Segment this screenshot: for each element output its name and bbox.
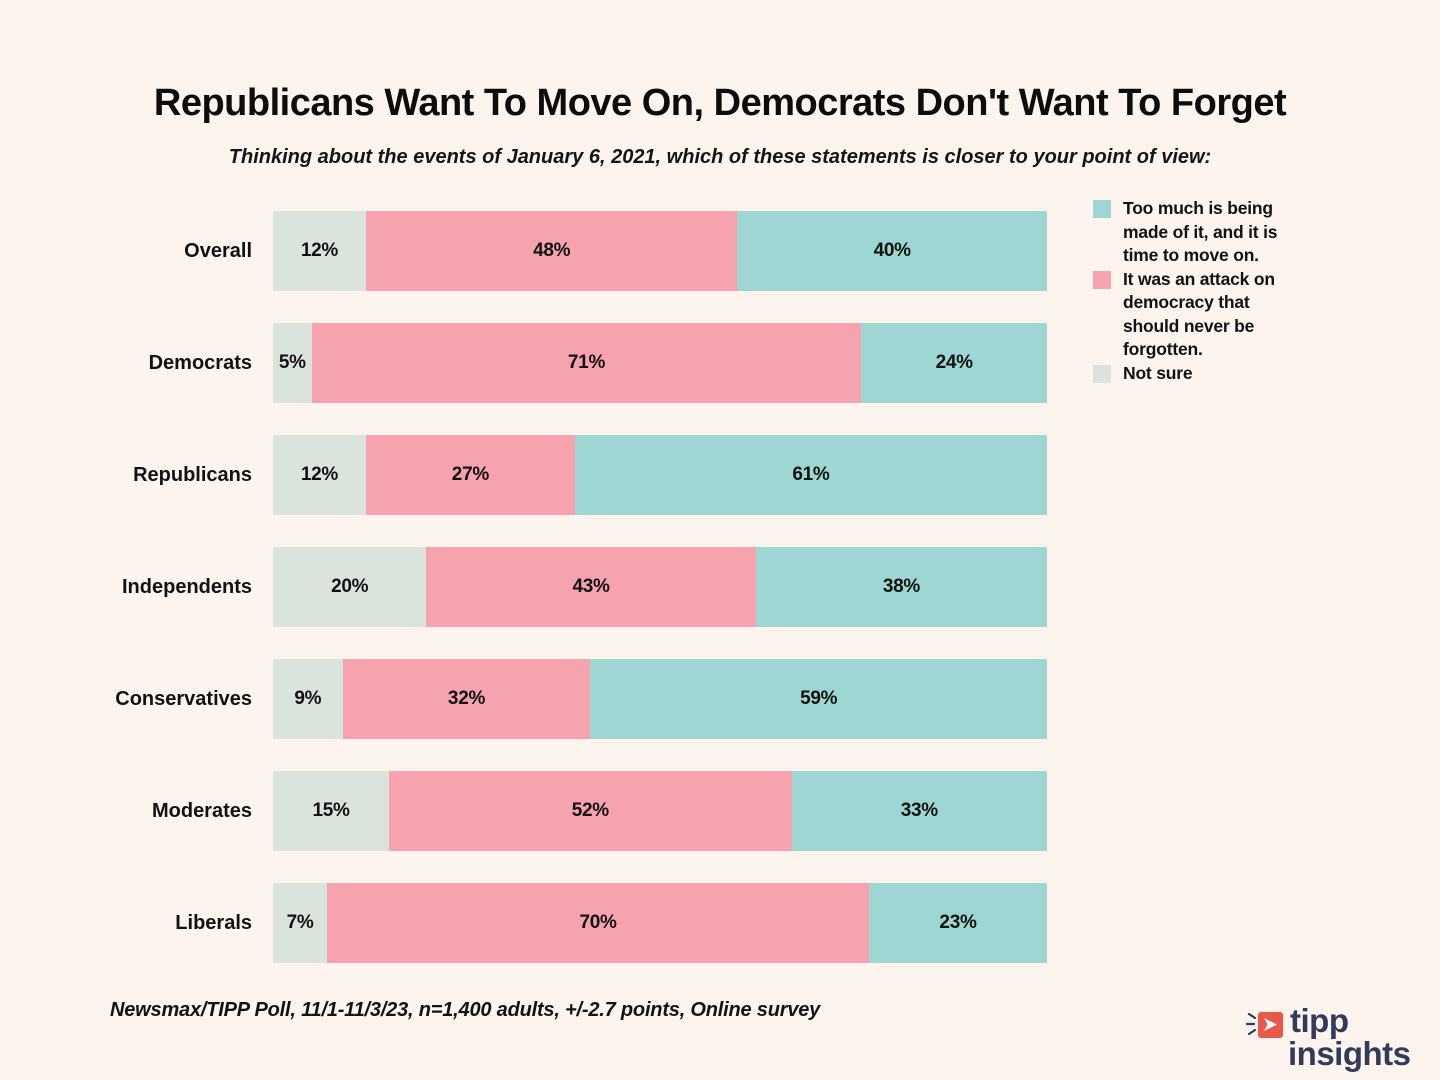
bar-track: 9% 32% 59% xyxy=(273,659,1047,739)
bar-track: 5% 71% 24% xyxy=(273,323,1048,403)
row-label: Conservatives xyxy=(115,687,252,710)
bars: Overall 12% 48% 40% Democrats 5% 71% 24% Republi… xyxy=(0,211,1048,995)
bar-row: Conservatives 9% 32% 59% xyxy=(0,659,1047,739)
segment-value: 24% xyxy=(935,352,973,373)
page-title: Republicans Want To Move On, Democrats D… xyxy=(153,82,1287,124)
source-note: Newsmax/TIPP Poll, 11/1-11/3/23, n=1,400… xyxy=(110,999,821,1021)
segment-value: 33% xyxy=(900,800,938,821)
bar-segment-not_sure: 5% xyxy=(273,323,312,403)
legend-label: It was an attack on democracy that shoul… xyxy=(1123,268,1275,360)
row-label: Democrats xyxy=(148,351,252,374)
segment-value: 43% xyxy=(572,576,610,597)
legend: Too much is being made of it, and it is … xyxy=(1093,197,1325,385)
segment-value: 20% xyxy=(331,576,369,597)
bar-row: Overall 12% 48% 40% xyxy=(0,211,1047,291)
segment-value: 52% xyxy=(571,800,609,821)
row-label: Independents xyxy=(121,575,252,598)
bar-segment-attack: 48% xyxy=(365,211,738,291)
segment-value: 70% xyxy=(579,912,617,933)
legend-label: Not sure xyxy=(1123,362,1193,383)
segment-value: 48% xyxy=(533,240,571,261)
row-label: Liberals xyxy=(175,911,252,934)
bar-segment-attack: 32% xyxy=(342,659,591,739)
bar-segment-not_sure: 12% xyxy=(273,435,366,515)
bar-segment-move_on: 38% xyxy=(755,547,1047,627)
segment-value: 38% xyxy=(882,576,920,597)
bar-segment-move_on: 33% xyxy=(791,771,1047,851)
legend-item-not_sure: Not sure xyxy=(1093,362,1325,386)
bar-row: Democrats 5% 71% 24% xyxy=(0,323,1048,403)
row-label: Republicans xyxy=(133,463,252,486)
brand-logo: tipp insights xyxy=(1246,1002,1411,1072)
chart-subtitle: Thinking about the events of January 6, … xyxy=(228,146,1212,168)
bar-segment-not_sure: 15% xyxy=(273,771,390,851)
bar-segment-attack: 27% xyxy=(365,435,575,515)
legend-item-move_on: Too much is being made of it, and it is … xyxy=(1093,197,1325,268)
segment-value: 40% xyxy=(873,240,911,261)
bar-track: 20% 43% 38% xyxy=(273,547,1047,627)
segment-value: 12% xyxy=(300,240,338,261)
segment-value: 23% xyxy=(939,912,977,933)
segment-value: 71% xyxy=(567,352,606,373)
segment-value: 15% xyxy=(312,800,350,821)
bar-segment-not_sure: 12% xyxy=(273,211,366,291)
segment-value: 12% xyxy=(300,464,338,485)
bar-track: 12% 27% 61% xyxy=(273,435,1047,515)
bar-row: Moderates 15% 52% 33% xyxy=(0,771,1047,851)
row-label: Overall xyxy=(184,239,252,262)
segment-value: 5% xyxy=(278,352,306,373)
bar-segment-not_sure: 9% xyxy=(273,659,343,739)
bar-segment-attack: 70% xyxy=(327,883,869,963)
segment-value: 7% xyxy=(286,912,314,933)
row-label: Moderates xyxy=(151,799,252,822)
bar-segment-not_sure: 20% xyxy=(273,547,427,627)
bar-segment-move_on: 59% xyxy=(590,659,1047,739)
bar-segment-move_on: 24% xyxy=(861,323,1048,403)
logo-word-insights: insights xyxy=(1288,1035,1411,1072)
segment-value: 59% xyxy=(800,688,838,709)
bar-row: Liberals 7% 70% 23% xyxy=(0,883,1047,963)
segment-value: 9% xyxy=(294,688,322,709)
megaphone-arrow-icon xyxy=(1246,1010,1286,1040)
legend-label: Too much is being made of it, and it is … xyxy=(1123,198,1278,265)
bar-track: 12% 48% 40% xyxy=(273,211,1047,291)
bar-segment-attack: 43% xyxy=(426,547,756,627)
logo-word-tipp: tipp xyxy=(1290,1002,1349,1039)
legend-swatch-attack xyxy=(1093,270,1111,289)
legend-item-attack: It was an attack on democracy that shoul… xyxy=(1093,268,1325,362)
bar-segment-attack: 71% xyxy=(311,323,862,403)
bar-segment-move_on: 61% xyxy=(574,435,1047,515)
bar-segment-not_sure: 7% xyxy=(273,883,328,963)
bar-segment-move_on: 40% xyxy=(737,211,1047,291)
bar-row: Independents 20% 43% 38% xyxy=(0,547,1047,627)
segment-value: 27% xyxy=(451,464,489,485)
bar-row: Republicans 12% 27% 61% xyxy=(0,435,1047,515)
segment-value: 32% xyxy=(447,688,486,709)
legend-swatch-not_sure xyxy=(1093,364,1111,383)
bar-segment-move_on: 23% xyxy=(868,883,1047,963)
legend-swatch-move_on xyxy=(1093,200,1111,218)
bar-track: 7% 70% 23% xyxy=(273,883,1047,963)
bar-segment-attack: 52% xyxy=(389,771,792,851)
bar-track: 15% 52% 33% xyxy=(273,771,1047,851)
segment-value: 61% xyxy=(792,464,830,485)
